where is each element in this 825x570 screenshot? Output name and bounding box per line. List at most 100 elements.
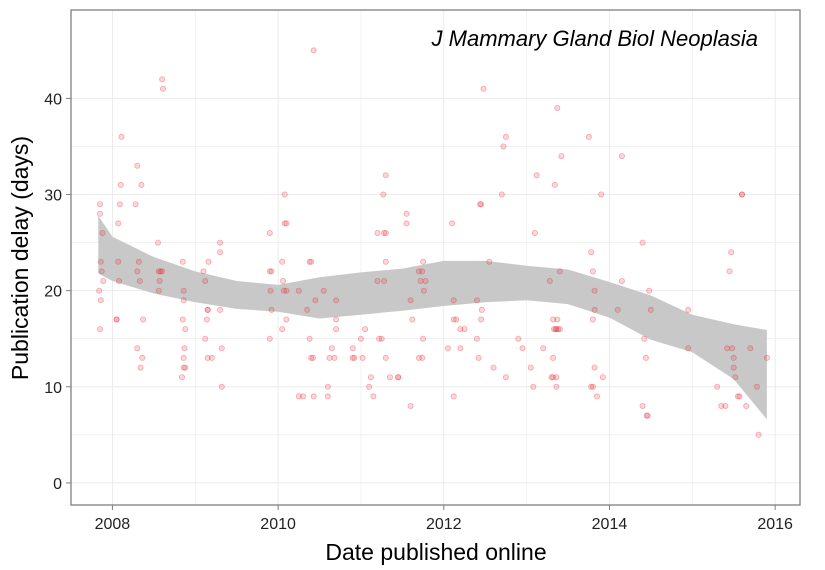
- x-axis-title: Date published online: [325, 539, 546, 565]
- data-point: [374, 277, 381, 284]
- data-point: [140, 316, 147, 323]
- data-point: [556, 326, 563, 333]
- data-point: [99, 229, 106, 236]
- data-point: [552, 326, 559, 333]
- data-point: [643, 412, 650, 419]
- data-point: [202, 277, 209, 284]
- data-point: [370, 393, 377, 400]
- data-point: [548, 374, 555, 381]
- data-point: [97, 258, 104, 265]
- data-point: [266, 268, 273, 275]
- data-point: [97, 210, 104, 217]
- data-point: [747, 345, 754, 352]
- chart-title: J Mammary Gland Biol Neoplasia: [431, 26, 758, 51]
- data-point: [726, 268, 733, 275]
- data-point: [295, 393, 302, 400]
- data-point: [113, 316, 120, 323]
- data-point: [409, 316, 416, 323]
- data-point: [736, 393, 743, 400]
- data-point: [685, 345, 692, 352]
- data-point: [382, 229, 389, 236]
- data-point: [618, 277, 625, 284]
- data-point: [722, 402, 729, 409]
- data-point: [308, 354, 315, 361]
- data-point: [642, 354, 649, 361]
- data-point: [419, 268, 426, 275]
- data-point: [641, 335, 648, 342]
- data-point: [381, 229, 388, 236]
- data-point: [591, 287, 598, 294]
- data-point: [349, 354, 356, 361]
- data-point: [299, 393, 306, 400]
- data-point: [266, 229, 273, 236]
- data-point: [97, 297, 104, 304]
- data-point: [306, 258, 313, 265]
- data-point: [473, 297, 480, 304]
- data-point: [618, 153, 625, 160]
- data-point: [217, 249, 224, 256]
- data-point: [205, 258, 212, 265]
- data-point: [553, 326, 560, 333]
- data-point: [304, 306, 311, 313]
- axis-ticks: 2008 2010 2012 2014 2016 0 10 20 30 40: [44, 91, 793, 533]
- data-point: [308, 258, 315, 265]
- data-point: [157, 268, 164, 275]
- data-point: [480, 85, 487, 92]
- data-point: [558, 153, 565, 160]
- x-tick-label: 2016: [757, 516, 793, 533]
- data-point: [180, 364, 187, 371]
- data-point: [753, 383, 760, 390]
- data-point: [135, 258, 142, 265]
- data-point: [450, 297, 457, 304]
- data-point: [589, 316, 596, 323]
- data-point: [159, 268, 166, 275]
- data-point: [415, 354, 422, 361]
- data-point: [134, 268, 141, 275]
- data-point: [381, 277, 388, 284]
- data-point: [134, 162, 141, 169]
- y-tick-label: 30: [44, 188, 62, 205]
- data-point: [734, 393, 741, 400]
- data-point: [739, 191, 746, 198]
- data-point: [551, 326, 558, 333]
- data-point: [154, 239, 161, 246]
- data-point: [115, 258, 122, 265]
- data-points: [96, 47, 770, 438]
- data-point: [739, 191, 746, 198]
- data-point: [403, 220, 410, 227]
- data-point: [328, 345, 335, 352]
- data-point: [179, 316, 186, 323]
- data-point: [208, 354, 215, 361]
- data-point: [281, 220, 288, 227]
- data-point: [533, 172, 540, 179]
- data-point: [382, 172, 389, 179]
- data-point: [306, 335, 313, 342]
- data-point: [218, 383, 225, 390]
- data-point: [502, 133, 509, 140]
- data-point: [281, 191, 288, 198]
- data-point: [550, 374, 557, 381]
- data-point: [554, 316, 561, 323]
- data-point: [366, 383, 373, 390]
- data-point: [182, 364, 189, 371]
- data-point: [320, 287, 327, 294]
- data-point: [473, 335, 480, 342]
- data-point: [486, 258, 493, 265]
- data-point: [280, 277, 287, 284]
- data-point: [500, 143, 507, 150]
- panel-background: [71, 10, 800, 505]
- data-point: [477, 201, 484, 208]
- data-point: [502, 374, 509, 381]
- data-point: [730, 354, 737, 361]
- data-point: [386, 374, 393, 381]
- data-point: [283, 220, 290, 227]
- data-point: [117, 181, 124, 188]
- data-point: [724, 345, 731, 352]
- data-point: [349, 345, 356, 352]
- data-point: [450, 393, 457, 400]
- data-point: [113, 316, 120, 323]
- x-tick-label: 2010: [260, 516, 296, 533]
- data-point: [155, 287, 162, 294]
- data-point: [531, 229, 538, 236]
